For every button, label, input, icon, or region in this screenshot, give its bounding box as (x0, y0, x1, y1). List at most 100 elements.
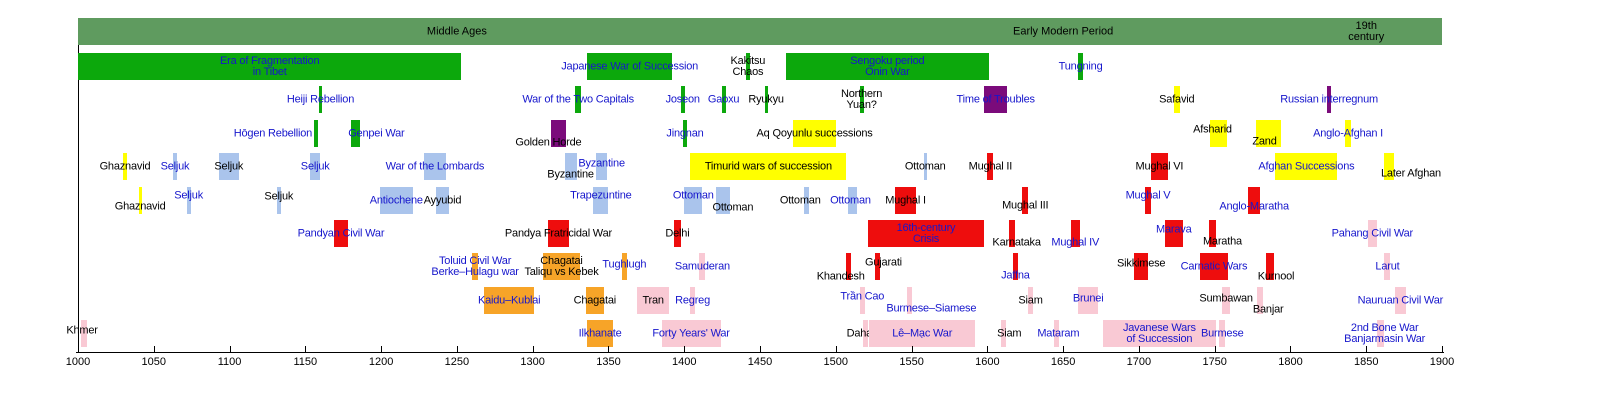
timeline-bar-label: Trapezuntine (570, 189, 632, 201)
x-axis-tick (532, 346, 534, 352)
timeline-bar-label: Ghaznavid (114, 200, 166, 212)
timeline-bar (764, 86, 769, 113)
timeline-bar (863, 320, 868, 347)
x-axis-tick (1138, 346, 1140, 352)
timeline-bar (847, 187, 857, 214)
period-band-label: 19th century (1348, 19, 1385, 43)
timeline-bar-label: 2nd Bone War Banjarmasin War (1344, 321, 1426, 345)
timeline-bar-label: Sumbawan (1199, 292, 1253, 304)
timeline-bar (587, 53, 673, 80)
timeline-bar-label: Maratha (1202, 235, 1242, 247)
x-axis-tick (1063, 346, 1065, 352)
timeline-bar (1078, 287, 1098, 314)
timeline-bar (622, 253, 627, 280)
timeline-bar (1199, 253, 1229, 280)
timeline-bar-label: Timurid wars of succession (704, 160, 832, 172)
timeline-bar-label: Ottoman (712, 201, 754, 213)
timeline-bar-label: Toluid Civil War Berke–Hulagu war (431, 254, 519, 278)
timeline-bar (138, 187, 143, 214)
timeline-bar-label: Anglo-Maratha (1219, 200, 1289, 212)
timeline-bar-label: Tran (642, 294, 664, 306)
timeline-bar (596, 153, 607, 180)
period-band: Early Modern Period (835, 18, 1292, 45)
timeline-bar-label: Mughal II (968, 160, 1013, 172)
timeline-bar (1210, 120, 1227, 147)
timeline-bar (350, 120, 360, 147)
timeline-bar (593, 187, 609, 214)
timeline-bar (1134, 253, 1148, 280)
timeline-bar (867, 220, 985, 247)
timeline-bar (1028, 287, 1033, 314)
timeline-bar (984, 86, 1008, 113)
timeline-bar (690, 287, 695, 314)
period-band-label: Early Modern Period (1012, 25, 1114, 37)
x-axis-tick (835, 346, 837, 352)
timeline-bar-label: Heiji Rebellion (286, 93, 355, 105)
timeline-bar-label: Banjar (1252, 303, 1284, 315)
x-axis-tick-label: 1200 (368, 356, 394, 368)
timeline-bar (484, 287, 535, 314)
timeline-bar-label: Lê–Mạc War (892, 327, 953, 339)
x-axis-tick-label: 1800 (1278, 356, 1303, 368)
timeline-bar (1078, 53, 1083, 80)
timeline-bar (673, 220, 682, 247)
timeline-bar (1151, 153, 1168, 180)
plot-left-border (78, 18, 79, 352)
timeline-bar-label: Nauruan Civil War (1357, 294, 1444, 306)
timeline-bar (1384, 153, 1394, 180)
timeline-bar (699, 253, 706, 280)
timeline-bar (894, 187, 917, 214)
timeline-bar-label: Sengoku period Ōnin War (850, 54, 925, 78)
timeline-bar-label: Afghan Successions (1258, 160, 1355, 172)
timeline-bar (923, 153, 928, 180)
timeline-bar-label: Regreg (675, 294, 711, 306)
timeline-bar-label: Javanese Wars of Succession (1122, 321, 1196, 345)
timeline-bar (1208, 220, 1217, 247)
timeline-bar-label: Seljuk (264, 190, 294, 202)
timeline-bar-label: Pandya Fratricidal War (504, 227, 612, 239)
timeline-bar-label: Era of Fragmentation in Tibet (220, 54, 320, 78)
timeline-bar-label: Ottoman (830, 194, 871, 206)
timeline-bar-label: Afsharid (1193, 123, 1232, 135)
timeline-bar (123, 153, 127, 180)
timeline-bar (78, 53, 462, 80)
x-axis-tick-label: 1000 (65, 356, 91, 368)
timeline-bar-label: Ayyubid (423, 194, 462, 206)
timeline-bar-label: Joseon (665, 93, 700, 105)
timeline-bar-label: Jingnan (666, 127, 704, 139)
x-axis-tick-label: 1450 (747, 356, 773, 368)
period-band: Middle Ages (78, 18, 837, 45)
timeline-bar-label: Japanese War of Succession (561, 60, 699, 72)
timeline-bar (1008, 220, 1015, 247)
timeline-bar (1275, 153, 1338, 180)
timeline-bar (1102, 320, 1217, 347)
timeline-bar-label: Ghaznavid (99, 160, 151, 172)
timeline-bar (472, 253, 479, 280)
x-axis-tick (1366, 346, 1368, 352)
timeline-bar-label: Forty Years' War (652, 327, 730, 339)
x-axis-tick-label: 1500 (823, 356, 849, 368)
timeline-bar-label: Kakitsu Chaos (730, 54, 766, 78)
timeline-bar (1326, 86, 1332, 113)
x-axis-tick (1290, 346, 1292, 352)
timeline-bar (547, 220, 570, 247)
x-axis-tick (381, 346, 383, 352)
timeline-bar-label: Kaidu–Kublai (477, 294, 541, 306)
timeline-bar-label: Pandyan Civil War (297, 227, 385, 239)
timeline-bar (690, 153, 847, 180)
x-axis-tick-label: 1850 (1354, 356, 1379, 368)
timeline-bar-label: Byzantine (578, 157, 625, 169)
x-axis-tick (684, 346, 686, 352)
x-axis-tick-label: 1050 (141, 356, 167, 368)
timeline-bar (1255, 120, 1282, 147)
x-axis-tick-label: 1900 (1429, 356, 1455, 368)
timeline-bar (722, 86, 726, 113)
x-axis-tick (760, 346, 762, 352)
timeline-bar-label: Hōgen Rebellion (233, 127, 313, 139)
timeline-bar-label: Ottoman (779, 194, 821, 206)
timeline-bar (785, 53, 989, 80)
timeline-bar (543, 253, 580, 280)
timeline-bar-label: Karnataka (992, 236, 1041, 248)
timeline-bar-label: Anglo-Afghan I (1313, 127, 1384, 139)
